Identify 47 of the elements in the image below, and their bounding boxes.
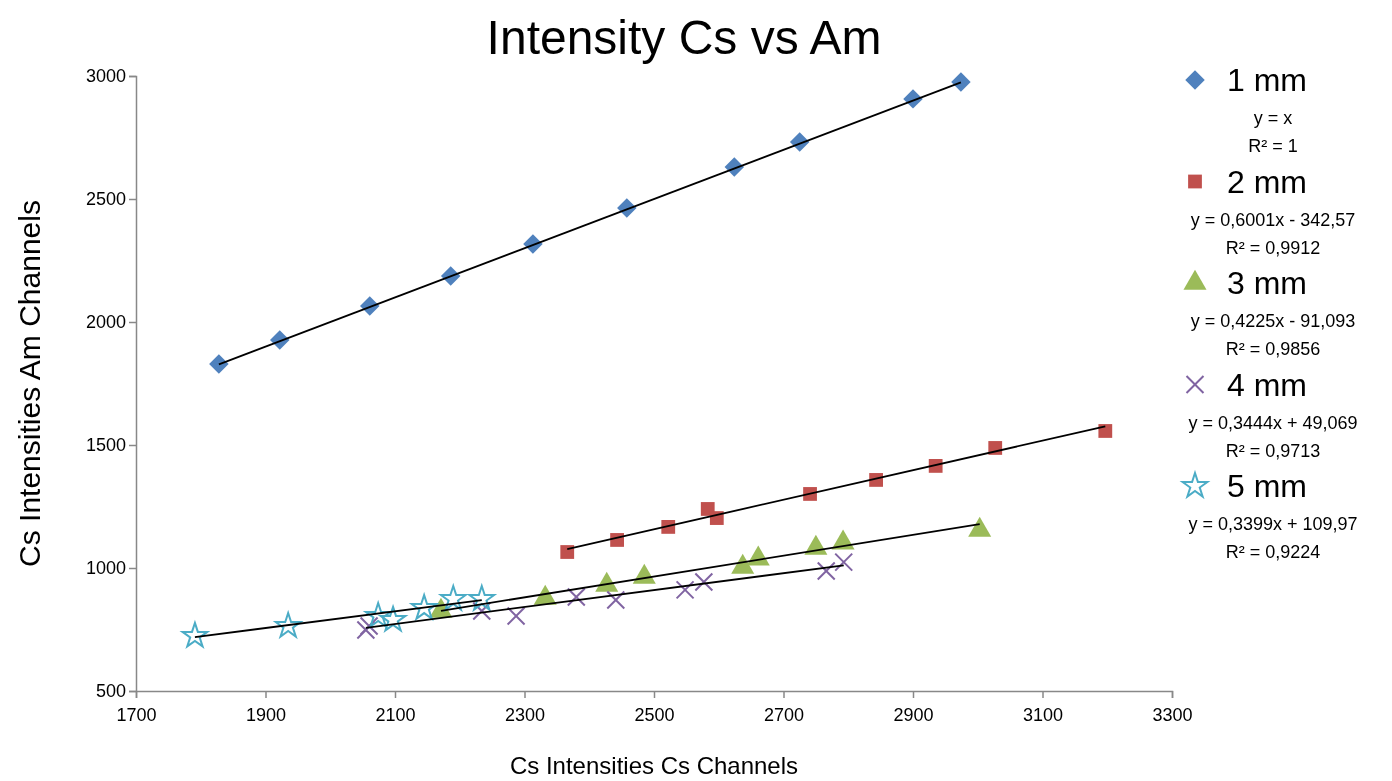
chart-title: Intensity Cs vs Am: [486, 11, 882, 64]
x-axis-title: Cs Intensities Cs Channels: [509, 752, 799, 779]
point: [1098, 424, 1113, 438]
text: R² = 0,9224: [1225, 542, 1321, 562]
x-tick-label: 1700: [116, 704, 157, 725]
y-tick-label: 2000: [85, 312, 126, 333]
y-axis-title: Cs Intensities Am Channels: [13, 200, 46, 567]
x-tick-label: 3100: [1022, 704, 1064, 725]
text: R² = 1: [1248, 136, 1298, 156]
text: R² = 0,9713: [1225, 440, 1321, 461]
point: [560, 545, 575, 559]
legend-label: 4 mm: [1227, 366, 1307, 403]
text: R² = 0,9856: [1225, 339, 1321, 359]
text: y = 0,3399x + 109,97: [1188, 514, 1358, 534]
y-tick-label: 1500: [85, 435, 126, 456]
point: [439, 584, 467, 611]
text: y = x: [1253, 108, 1293, 128]
point: [606, 590, 626, 610]
text: R² = 0,9912: [1225, 237, 1321, 258]
legend-label: 1 mm: [1227, 62, 1307, 98]
point: [364, 601, 392, 628]
point: [506, 606, 526, 626]
y-tick-label: 1000: [85, 558, 126, 579]
x-tick-label: 2300: [504, 704, 546, 725]
text: y = 0,3444x + 49,069: [1188, 412, 1358, 433]
y-tick-label: 500: [95, 681, 126, 702]
x-tick-label: 2900: [893, 704, 934, 725]
y-tick-label: 2500: [85, 189, 126, 210]
x-tick-label: 2500: [634, 704, 675, 725]
text: y = 0,4225x - 91,093: [1190, 311, 1356, 331]
point: [468, 584, 496, 611]
x-tick-label: 3300: [1152, 704, 1193, 725]
point: [566, 587, 586, 607]
point: [694, 572, 714, 592]
text: y = 0,6001x - 342,57: [1190, 209, 1356, 230]
point: [675, 580, 695, 600]
point: [834, 552, 854, 572]
point: [816, 561, 836, 581]
x-tick-label: 2100: [375, 704, 416, 725]
point: [274, 612, 302, 638]
legend-label: 2 mm: [1227, 163, 1307, 200]
y-tick-label: 3000: [85, 66, 126, 87]
point: [472, 601, 492, 621]
x-tick-label: 2700: [763, 704, 805, 725]
x-tick-label: 1900: [245, 704, 287, 725]
legend-label: 5 mm: [1227, 468, 1307, 504]
legend-label: 3 mm: [1227, 265, 1307, 301]
